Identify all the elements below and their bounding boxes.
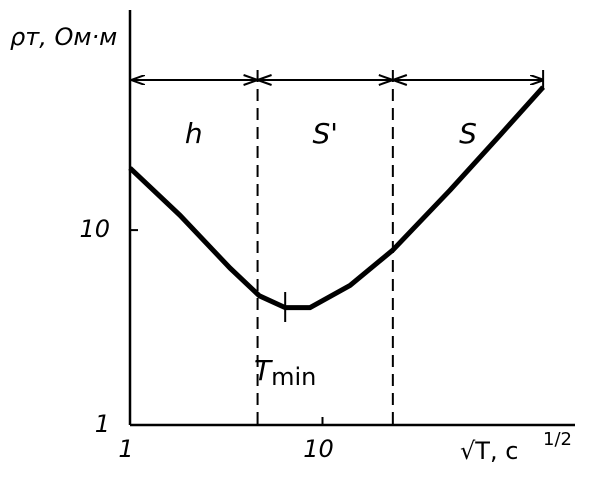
- y-tick-label: 1: [95, 410, 110, 438]
- region-label: S': [312, 117, 337, 150]
- y-axis-label: ρт, Ом·м: [10, 23, 117, 51]
- x-tick-label: 1: [118, 435, 133, 463]
- x-axis-label: √T, c: [460, 437, 518, 465]
- min-label-sub: min: [271, 363, 316, 391]
- arrow-head-right: [257, 74, 272, 81]
- arrow-head-left: [378, 74, 394, 81]
- min-label: Tmin: [254, 354, 316, 391]
- arrow-head-right: [392, 79, 408, 86]
- region-label: S: [459, 117, 477, 150]
- arrow-head-right: [392, 74, 408, 81]
- min-label-main: T: [254, 354, 273, 387]
- arrow-head-left: [243, 74, 258, 81]
- curve: [128, 85, 545, 311]
- arrow-head-right: [257, 79, 272, 86]
- x-axis-label-power: 1/2: [543, 429, 572, 450]
- x-tick-label: 10: [303, 435, 334, 463]
- arrow-head-left: [378, 79, 394, 86]
- y-tick-label: 10: [79, 215, 110, 243]
- arrow-head-left: [243, 79, 258, 86]
- region-label: h: [185, 117, 203, 150]
